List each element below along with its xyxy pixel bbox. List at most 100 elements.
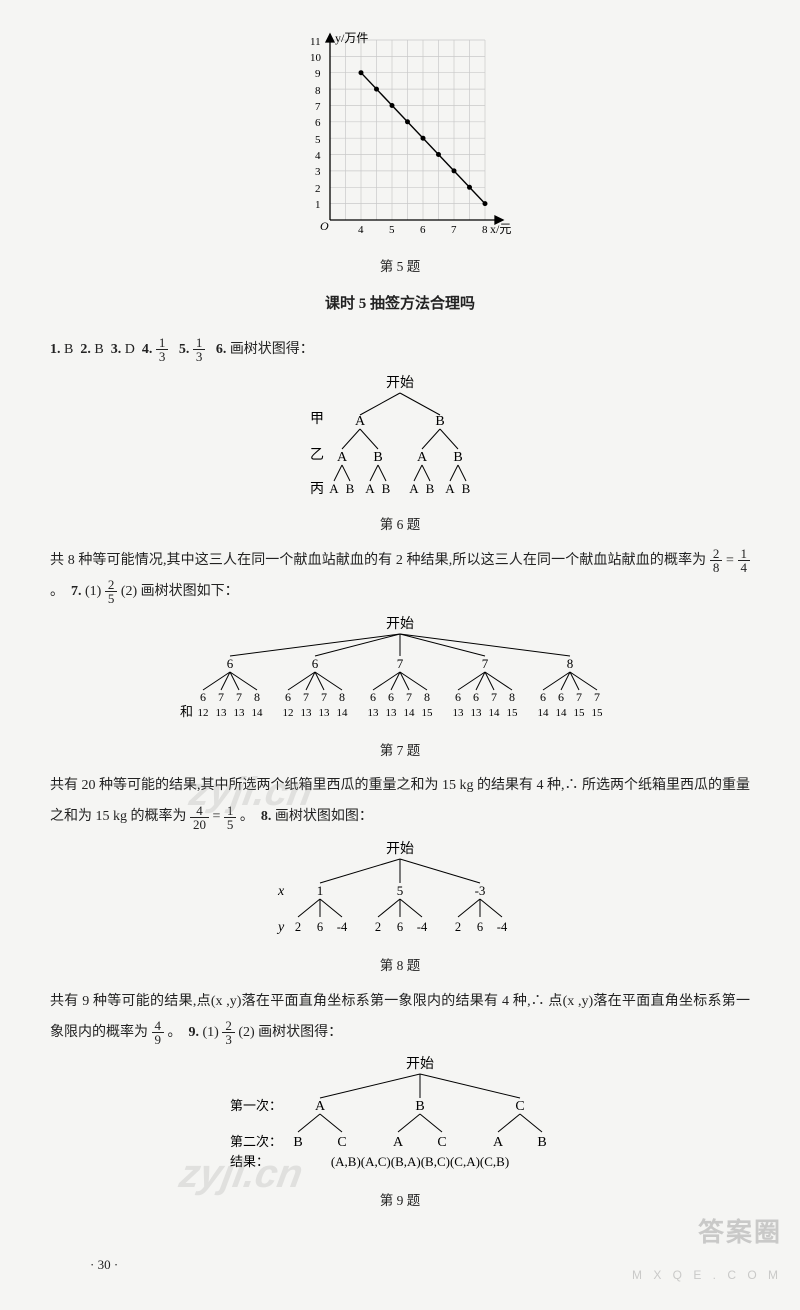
svg-text:开始: 开始	[386, 841, 414, 857]
svg-text:15: 15	[574, 707, 586, 719]
svg-text:6: 6	[558, 690, 564, 704]
svg-text:2: 2	[295, 920, 301, 934]
svg-text:开始: 开始	[386, 616, 414, 632]
tree9-caption: 第 9 题	[380, 1186, 421, 1216]
tree6-svg: 开始 甲 A B 乙 A B A B 丙 A B A B A B A B	[270, 373, 530, 508]
svg-text:C: C	[337, 1135, 346, 1150]
p6-frac3: 25	[105, 578, 118, 605]
svg-text:6: 6	[227, 656, 234, 671]
svg-text:5: 5	[315, 134, 321, 146]
svg-text:结果：: 结果：	[230, 1154, 269, 1169]
para7: 共有 20 种等可能的结果,其中所选两个纸箱里西瓜的重量之和为 15 kg 的结…	[50, 771, 750, 833]
q3-val: D	[125, 342, 135, 357]
tree8-svg: 开始 x 1 5 -3 26-426-426-4 y	[230, 839, 570, 949]
svg-text:14: 14	[489, 707, 501, 719]
svg-text:B: B	[415, 1099, 424, 1114]
tree8-caption: 第 8 题	[380, 951, 421, 981]
page-number: · 30 ·	[90, 1251, 118, 1280]
svg-text:4: 4	[358, 224, 364, 236]
q5-num: 5.	[179, 342, 190, 357]
svg-text:A: A	[417, 450, 428, 465]
svg-text:13: 13	[368, 707, 380, 719]
svg-text:B: B	[346, 481, 355, 496]
watermark-brand: 答案圈 M X Q E . C O M	[632, 1204, 782, 1288]
svg-text:-4: -4	[417, 920, 428, 934]
q4-frac: 13	[156, 336, 169, 363]
p6-frac1: 28	[710, 547, 723, 574]
tree9-svg: 开始 第一次： A B C BCACAB 第二次： 结果： (A,B)(A,C)…	[190, 1054, 610, 1184]
svg-text:A: A	[337, 450, 348, 465]
q1-num: 1.	[50, 342, 61, 357]
q3-num: 3.	[111, 342, 122, 357]
svg-text:A: A	[365, 481, 375, 496]
svg-text:12: 12	[283, 707, 294, 719]
svg-text:6: 6	[285, 690, 291, 704]
svg-text:13: 13	[386, 707, 398, 719]
svg-text:3: 3	[315, 166, 321, 178]
svg-text:B: B	[537, 1135, 546, 1150]
tree7-block: 开始 6 6 7 7 8 612713713814612713713814613…	[50, 614, 750, 766]
svg-text:7: 7	[576, 690, 582, 704]
svg-text:14: 14	[252, 707, 264, 719]
chart5-block: y/万件 x/元 O 1 2 3 4 5 6 7 8 9 10 11 4 5 6…	[50, 30, 750, 282]
svg-text:6: 6	[388, 690, 394, 704]
svg-text:A: A	[393, 1135, 404, 1150]
svg-text:和: 和	[180, 704, 193, 719]
svg-text:6: 6	[200, 690, 206, 704]
svg-text:7: 7	[594, 690, 600, 704]
chart5-ylabel: y/万件	[335, 31, 368, 45]
svg-text:C: C	[437, 1135, 446, 1150]
svg-text:6: 6	[370, 690, 376, 704]
svg-text:x: x	[277, 884, 285, 899]
svg-text:8: 8	[339, 690, 345, 704]
svg-text:A: A	[329, 481, 339, 496]
svg-text:A: A	[493, 1135, 504, 1150]
tree7-svg: 开始 6 6 7 7 8 612713713814612713713814613…	[150, 614, 650, 734]
para6: 共 8 种等可能情况,其中这三人在同一个献血站献血的有 2 种结果,所以这三人在…	[50, 546, 750, 608]
svg-text:B: B	[453, 450, 462, 465]
svg-text:8: 8	[509, 690, 515, 704]
svg-text:1: 1	[315, 199, 321, 211]
svg-text:B: B	[382, 481, 391, 496]
svg-text:y: y	[276, 920, 285, 935]
svg-text:2: 2	[315, 183, 321, 195]
svg-text:2: 2	[455, 920, 461, 934]
svg-text:14: 14	[404, 707, 416, 719]
svg-text:6: 6	[317, 920, 323, 934]
tree6-caption: 第 6 题	[380, 510, 421, 540]
svg-text:13: 13	[216, 707, 228, 719]
q4-num: 4.	[142, 342, 153, 357]
svg-text:6: 6	[540, 690, 546, 704]
svg-text:7: 7	[236, 690, 242, 704]
section-title: 课时 5 抽签方法合理吗	[50, 288, 750, 321]
svg-text:7: 7	[321, 690, 327, 704]
svg-text:7: 7	[451, 224, 457, 236]
svg-text:8: 8	[254, 690, 260, 704]
svg-text:-3: -3	[475, 883, 486, 898]
svg-text:A: A	[445, 481, 455, 496]
tree9-block: 开始 第一次： A B C BCACAB 第二次： 结果： (A,B)(A,C)…	[50, 1054, 750, 1216]
svg-text:(A,B)(A,C)(B,A)(B,C)(C,A)(C,B): (A,B)(A,C)(B,A)(B,C)(C,A)(C,B)	[331, 1154, 509, 1169]
q6-val: 画树状图得：	[230, 342, 314, 357]
svg-text:A: A	[315, 1099, 326, 1114]
svg-text:B: B	[373, 450, 382, 465]
svg-text:4: 4	[315, 150, 321, 162]
answers-line: 1. B 2. B 3. D 4. 13 5. 13 6. 画树状图得：	[50, 335, 750, 366]
svg-text:B: B	[435, 414, 444, 429]
chart5-caption: 第 5 题	[380, 252, 421, 282]
p8-frac2: 23	[222, 1019, 235, 1046]
svg-text:6: 6	[397, 920, 403, 934]
svg-text:第二次：: 第二次：	[230, 1134, 282, 1149]
svg-text:15: 15	[592, 707, 604, 719]
svg-text:8: 8	[315, 85, 321, 97]
svg-text:开始: 开始	[386, 375, 414, 391]
svg-text:7: 7	[482, 656, 489, 671]
tree8-block: 开始 x 1 5 -3 26-426-426-4 y 第 8 题	[50, 839, 750, 981]
svg-text:13: 13	[234, 707, 246, 719]
q9-num: 9.	[189, 1025, 200, 1040]
svg-text:甲: 甲	[310, 412, 324, 427]
svg-text:11: 11	[310, 36, 321, 48]
svg-text:6: 6	[312, 656, 319, 671]
svg-text:B: B	[462, 481, 471, 496]
svg-text:9: 9	[315, 68, 321, 80]
